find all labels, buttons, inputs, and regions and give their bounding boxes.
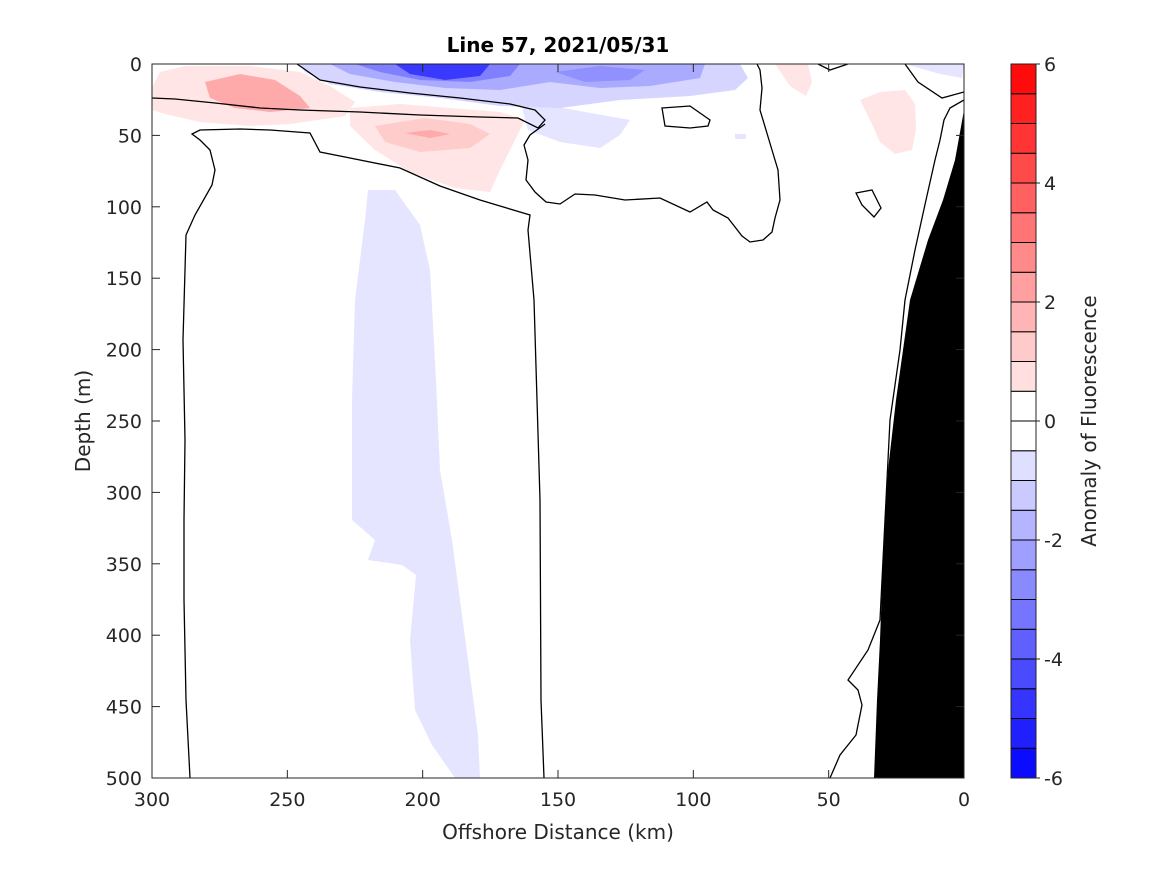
colorbar-swatch [1010,599,1037,630]
positive-anomaly-surface-east [775,64,812,96]
colorbar-tick-label: 0 [1044,411,1056,433]
colorbar-swatch [1010,658,1037,690]
colorbar-swatch [1010,123,1037,154]
positive-anomaly-west-core [205,74,310,112]
y-tick-label: 150 [106,268,142,290]
colorbar-swatch [1010,420,1037,452]
y-tick-label: 400 [106,625,142,647]
x-tick-label: 100 [675,789,711,811]
contour-line [182,128,545,778]
surface-blue-core-east [555,66,645,82]
plot-area [152,64,964,778]
colorbar-swatch [1010,63,1037,95]
chart-title: Line 57, 2021/05/31 [447,33,670,57]
y-tick-label: 0 [130,54,142,76]
x-tick-label: 150 [540,789,576,811]
colorbar-swatch [1010,93,1037,124]
colorbar-swatch [1010,361,1037,392]
contour-line [152,64,546,129]
colorbar-swatch [1010,450,1037,481]
colorbar-swatch [1010,390,1037,422]
negative-anomaly-small [735,134,746,139]
colorbar: 6 4 2 0 -2 -4 -6 [1010,54,1063,790]
colorbar-swatch [1010,242,1037,273]
contour-line [817,64,849,71]
colorbar-swatch [1010,182,1037,214]
colorbar-swatch [1010,271,1037,303]
colorbar-tick-label: 6 [1044,54,1056,76]
negative-anomaly-column [352,190,480,778]
colorbar-swatch [1010,212,1037,243]
colorbar-swatch [1010,747,1037,779]
x-axis-label: Offshore Distance (km) [442,820,674,844]
colorbar-tick-label: -2 [1044,530,1063,552]
colorbar-tick-label: 4 [1044,173,1056,195]
colorbar-swatch [1010,301,1037,333]
x-tick-label: 300 [134,789,170,811]
anomaly-fills [152,64,964,778]
negative-anomaly-subsurface [520,100,630,148]
colorbar-tick-label: -4 [1044,649,1063,671]
y-tick-label: 100 [106,197,142,219]
contour-line [523,64,781,243]
x-tick-label: 250 [269,789,305,811]
colorbar-swatch [1010,509,1037,541]
y-tick-label: 50 [118,125,142,147]
y-tick-label: 250 [106,411,142,433]
y-axis-label: Depth (m) [71,370,95,472]
y-tick-label: 200 [106,340,142,362]
colorbar-swatch [1010,688,1037,719]
x-tick-label: 50 [817,789,841,811]
zero-contours [152,64,964,778]
colorbar-tick-label: 2 [1044,292,1056,314]
colorbar-swatch [1010,718,1037,749]
contour-line [661,105,711,129]
x-axis: 300 250 200 150 100 50 0 [134,64,970,811]
y-axis: 0 50 100 150 200 250 300 350 400 450 500 [106,54,964,790]
colorbar-label: Anomaly of Fluorescence [1077,295,1101,546]
colorbar-swatch [1010,569,1037,600]
colorbar-swatch [1010,480,1037,511]
y-tick-label: 350 [106,554,142,576]
y-tick-label: 300 [106,482,142,504]
surface-blue-strongest [395,64,490,80]
colorbar-swatch [1010,628,1037,660]
colorbar-swatch [1010,331,1037,362]
contour-line [829,99,964,778]
colorbar-swatch [1010,539,1037,571]
plot-background [152,64,964,778]
contour-line [904,64,964,99]
x-tick-label: 200 [405,789,441,811]
colorbar-tick-label: -6 [1044,768,1063,790]
positive-anomaly-east [860,90,916,154]
surface-blue-right [905,64,964,78]
y-tick-label: 500 [106,768,142,790]
y-tick-label: 450 [106,697,142,719]
contour-line [855,189,882,218]
colorbar-swatch [1010,152,1037,184]
seafloor-bathymetry [874,110,964,778]
x-tick-label: 0 [958,789,970,811]
positive-anomaly-mid-strong [405,130,450,138]
